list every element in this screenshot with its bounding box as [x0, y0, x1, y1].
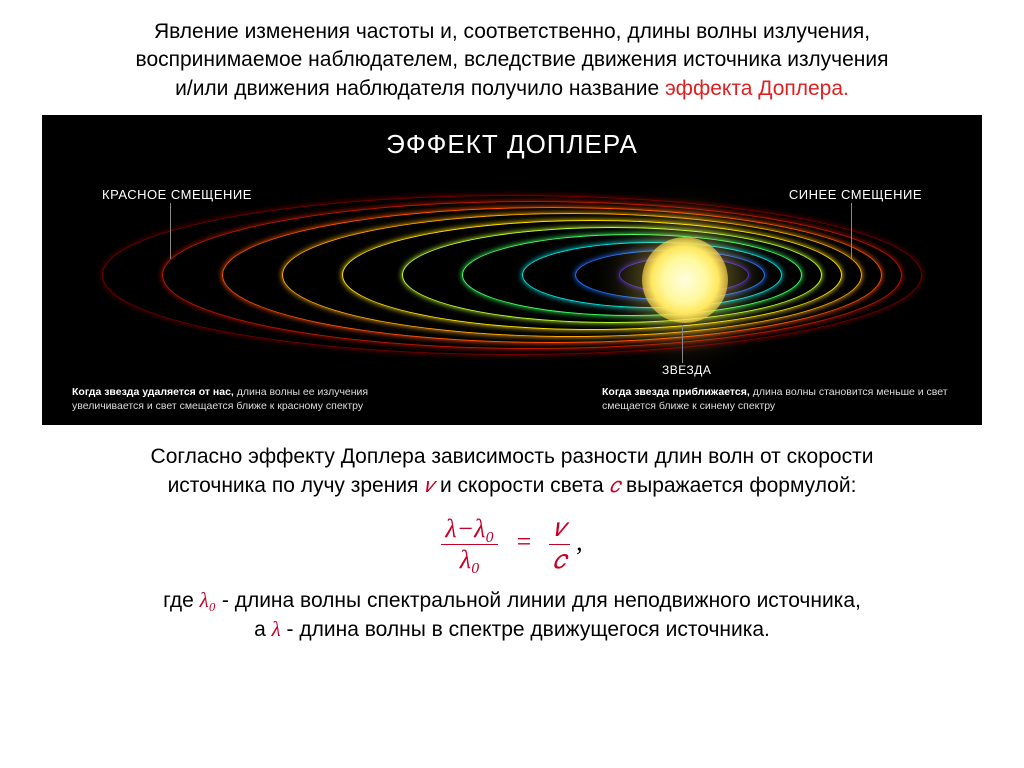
symbol-c: 𝑐 [609, 473, 620, 497]
caption-left: Когда звезда удаляется от нас, длина вол… [72, 385, 422, 413]
exp-1a: где [163, 589, 199, 612]
exp-2b: - длина волны в спектре движущегося исто… [281, 618, 770, 641]
label-blueshift: СИНЕЕ СМЕЩЕНИЕ [789, 187, 922, 202]
top-paragraph: Явление изменения частоты и, соответстве… [0, 0, 1024, 115]
middle-paragraph: Согласно эффекту Доплера зависимость раз… [0, 425, 1024, 501]
mid-line2c: выражается формулой: [620, 474, 856, 497]
explain-paragraph: где λ₀ - длина волны спектральной линии … [0, 582, 1024, 645]
top-line1: Явление изменения частоты и, соответстве… [154, 20, 870, 43]
diagram-title: ЭФФЕКТ ДОПЛЕРА [42, 129, 982, 160]
formula-comma: , [576, 527, 583, 556]
top-highlight: эффекта Доплера. [665, 77, 849, 100]
fraction-left: λ−λ₀ λ₀ [441, 514, 498, 575]
mid-line2b: и скорости света [434, 474, 609, 497]
leader-line-blue [851, 203, 852, 259]
ellipse-group [102, 195, 922, 355]
symbol-lambda0: λ₀ [200, 588, 216, 612]
star-icon [642, 237, 728, 323]
numerator-left: λ−λ₀ [441, 514, 498, 545]
leader-line-red [170, 203, 171, 259]
exp-1b: - длина волны спектральной линии для неп… [216, 589, 861, 612]
top-line2: воспринимаемое наблюдателем, вследствие … [136, 48, 889, 71]
label-redshift: КРАСНОЕ СМЕЩЕНИЕ [102, 187, 252, 202]
slide-container: Явление изменения частоты и, соответстве… [0, 0, 1024, 768]
numerator-right: 𝑣 [549, 513, 570, 545]
denominator-left: λ₀ [441, 545, 498, 575]
label-star: ЗВЕЗДА [662, 363, 711, 377]
denominator-right: 𝑐 [549, 545, 570, 576]
mid-line2a: источника по лучу зрения [168, 474, 425, 497]
caption-left-bold: Когда звезда удаляется от нас, [72, 386, 234, 398]
symbol-v: 𝑣 [424, 473, 434, 497]
mid-line1: Согласно эффекту Доплера зависимость раз… [151, 445, 874, 468]
fraction-right: 𝑣 𝑐 [549, 513, 570, 576]
doppler-formula: λ−λ₀ λ₀ = 𝑣 𝑐 , [0, 501, 1024, 582]
equals-sign: = [515, 527, 533, 556]
symbol-lambda: λ [272, 617, 281, 641]
leader-line-star [682, 325, 683, 363]
doppler-diagram: ЭФФЕКТ ДОПЛЕРА КРАСНОЕ СМЕЩЕНИЕ СИНЕЕ СМ… [42, 115, 982, 425]
exp-2a: а [254, 618, 272, 641]
caption-right-bold: Когда звезда приближается, [602, 386, 750, 398]
top-line3: и/или движения наблюдателя получило назв… [175, 77, 665, 100]
caption-right: Когда звезда приближается, длина волны с… [602, 385, 952, 413]
